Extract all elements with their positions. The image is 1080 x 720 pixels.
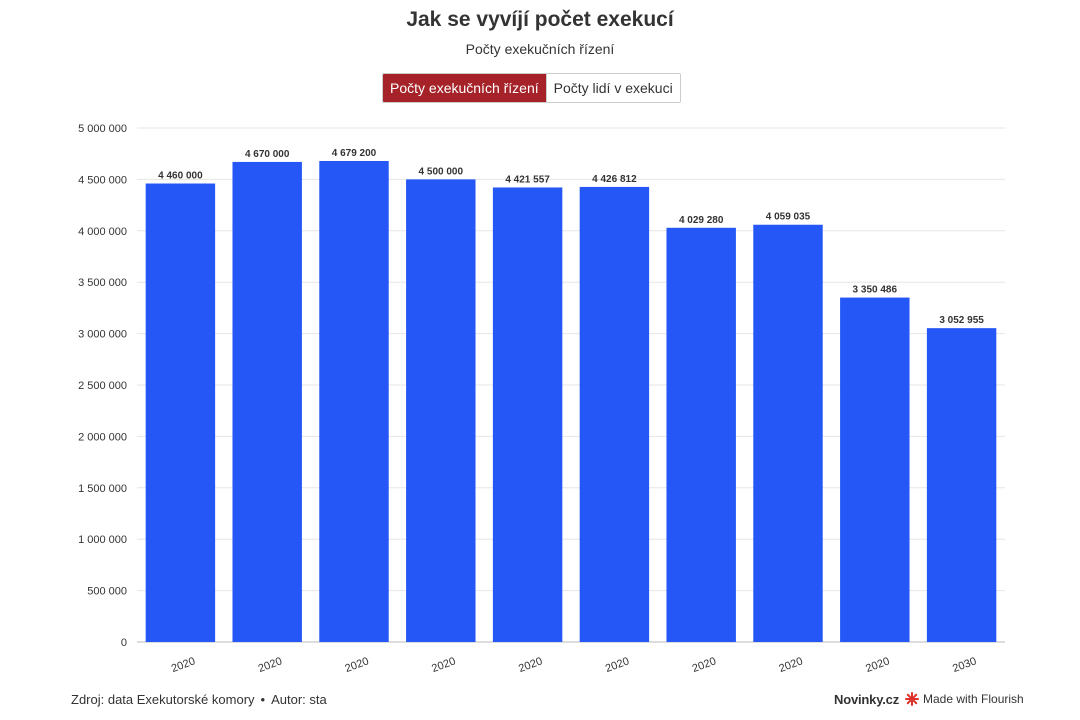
bar-chart: 0 500 000 1 000 000 1 500 000 2 000 000 2 500…: [78, 123, 1005, 675]
bar-value-label: 4 029 280: [679, 215, 724, 226]
x-tick-label: 2020: [691, 655, 718, 675]
x-tick-label: 2020: [170, 655, 197, 675]
made-with-flourish-text: Made with Flourish: [923, 692, 1024, 706]
bar-value-labels: 4 460 000 4 670 000 4 679 200 4 500 000 4 42…: [158, 148, 984, 326]
bar-value-label: 3 052 955: [939, 315, 984, 326]
y-tick-label: 500 000: [87, 586, 127, 598]
bar: [319, 160, 389, 642]
bar: [406, 179, 476, 642]
author-text: Autor: sta: [271, 692, 327, 707]
bar-value-label: 4 421 557: [505, 174, 550, 185]
y-tick-label: 2 000 000: [78, 431, 127, 443]
bar-value-label: 4 426 812: [592, 174, 637, 185]
bar-value-label: 4 670 000: [245, 149, 290, 160]
x-tick-label: 2020: [257, 655, 284, 675]
x-tick-label: 2030: [951, 655, 978, 675]
made-with-flourish-link[interactable]: Made with Flourish: [905, 692, 1024, 706]
x-tick-label: 2020: [604, 655, 631, 675]
y-tick-label: 1 500 000: [78, 483, 127, 495]
bar: [145, 183, 216, 642]
bar-value-label: 4 460 000: [158, 171, 203, 182]
y-tick-label: 4 500 000: [78, 174, 127, 186]
bar-value-label: 4 059 035: [766, 212, 811, 223]
y-tick-label: 0: [121, 637, 127, 649]
y-tick-label: 3 000 000: [78, 329, 127, 341]
bar-value-label: 3 350 486: [853, 285, 898, 296]
toggle-option-lidi[interactable]: Počty lidí v exekuci: [545, 74, 680, 102]
x-axis-ticks: 2020 2020 2020 2020 2020 2020 2020 2020 2020 2030: [170, 655, 978, 675]
y-tick-label: 4 000 000: [78, 226, 127, 238]
novinky-brand[interactable]: Novinky.cz: [834, 692, 899, 707]
y-tick-label: 2 500 000: [78, 380, 127, 392]
y-axis-ticks: 0 500 000 1 000 000 1 500 000 2 000 000 2 500…: [78, 123, 127, 649]
bar: [926, 328, 997, 642]
x-tick-label: 2020: [343, 655, 370, 675]
footer-credits: Zdroj: data Exekutorské komory • Autor: st…: [71, 692, 327, 707]
source-text: Zdroj: data Exekutorské komory: [71, 692, 255, 707]
chart-title: Jak se vyvíjí počet exekucí: [406, 8, 674, 31]
x-tick-label: 2020: [517, 655, 544, 675]
flourish-logo-icon: [905, 692, 919, 706]
bar: [579, 186, 650, 643]
bar-value-label: 4 500 000: [419, 166, 464, 177]
footer-separator: •: [260, 692, 266, 707]
bars: [145, 160, 997, 643]
y-tick-label: 1 000 000: [78, 534, 127, 546]
y-tick-label: 5 000 000: [78, 123, 127, 135]
bar: [492, 187, 563, 643]
chart-subtitle: Počty exekučních řízení: [465, 41, 615, 57]
bar: [840, 297, 910, 642]
bar: [232, 161, 302, 642]
x-tick-label: 2020: [864, 655, 891, 675]
y-tick-label: 3 500 000: [78, 277, 127, 289]
bar-value-label: 4 679 200: [332, 148, 377, 159]
bar: [666, 227, 736, 642]
toggle-option-rizeni[interactable]: Počty exekučních řízení: [383, 74, 546, 102]
flourish-star-center: [909, 696, 915, 702]
x-tick-label: 2020: [430, 655, 457, 675]
view-toggle: Počty exekučních řízení Počty lidí v exe…: [382, 73, 681, 103]
bar: [753, 224, 823, 642]
x-tick-label: 2020: [777, 655, 804, 675]
